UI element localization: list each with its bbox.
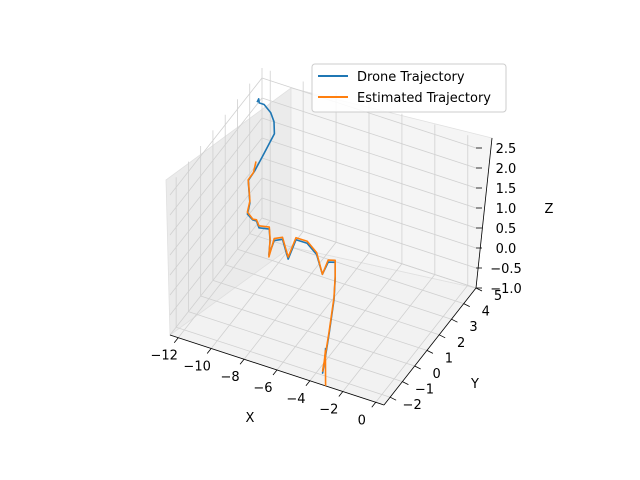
z-axis-label: Z [545, 202, 554, 217]
y-axis-label: Y [470, 377, 479, 392]
series-line-estimated-trajectory [246, 161, 337, 386]
y-tick-label: 3 [469, 320, 477, 335]
x-tick-mark [305, 380, 311, 387]
y-axis-line [383, 287, 477, 406]
y-tick-label: −1 [415, 383, 434, 398]
legend-box [311, 63, 507, 113]
y-grid-line [188, 311, 403, 382]
z-grid-line [261, 77, 477, 149]
z-tick-label: −0.5 [490, 262, 522, 277]
z-tick-label: −1.0 [490, 282, 522, 297]
z-grid-line [261, 137, 477, 209]
x-tick-label: 0 [358, 413, 366, 428]
z-grid-line [169, 177, 263, 296]
grid-lines [169, 68, 477, 403]
x-tick-label: −2 [319, 403, 338, 418]
legend-label-drone: Drone Trajectory [357, 70, 465, 85]
y-tick-mark [426, 350, 434, 354]
z-grid-line [169, 117, 263, 236]
y-tick-label: 1 [445, 351, 453, 366]
y-tick-mark [414, 365, 421, 370]
y-tick-mark [451, 318, 458, 323]
z-tick-label: 2.5 [496, 142, 517, 157]
z-tick-label: 0.5 [496, 222, 517, 237]
x-tick-label: −10 [183, 359, 210, 374]
y-tick-mark [475, 287, 483, 292]
series-lines [246, 98, 337, 386]
z-tick-label: 0.0 [496, 242, 517, 257]
x-tick-label: −8 [220, 370, 239, 385]
y-grid-line [200, 295, 415, 367]
legend: Drone Trajectory Estimated Trajectory [311, 63, 507, 113]
x-grid-line [276, 252, 370, 371]
x-grid-line [342, 274, 436, 392]
z-grid-line [261, 117, 477, 189]
x-tick-mark [206, 348, 212, 354]
x-grid-line [375, 285, 469, 403]
x-axis-ticks: −12 −10 −8 −6 −4 −2 0 [151, 337, 377, 428]
z-grid-line [261, 97, 477, 169]
x-tick-label: −6 [253, 381, 272, 396]
x-grid-line [210, 231, 304, 349]
z-grid-line [261, 157, 477, 229]
x-grid-line [243, 241, 337, 360]
z-axis-ticks: −1.0 −0.5 0.0 0.5 1.0 1.5 2.0 2.5 [476, 142, 522, 297]
y-tick-mark [463, 303, 470, 307]
y-tick-mark [389, 396, 397, 401]
y-tick-label: −2 [403, 398, 422, 413]
z-grid-line [169, 97, 263, 216]
y-tick-mark [402, 381, 409, 385]
z-tick-label: 1.5 [496, 182, 517, 197]
y-grid-line [212, 280, 428, 351]
z-grid-line [169, 197, 263, 316]
x-tick-mark [338, 391, 344, 397]
x-tick-label: −4 [286, 392, 305, 407]
x-grid-line [177, 220, 271, 338]
y-tick-label: 2 [457, 336, 465, 351]
x-tick-mark [173, 337, 179, 343]
y-tick-mark [439, 334, 446, 339]
x-tick-mark [239, 358, 245, 365]
legend-label-estimated: Estimated Trajectory [357, 91, 491, 106]
x-tick-label: −12 [151, 349, 178, 364]
y-tick-label: 0 [433, 367, 441, 382]
z-grid-line [169, 77, 263, 196]
z-grid-line [169, 217, 263, 336]
z-grid-line [169, 137, 263, 256]
z-grid-line [261, 177, 477, 249]
y-tick-label: 5 [494, 289, 502, 304]
z-grid-line [169, 157, 263, 276]
x-tick-mark [371, 402, 377, 408]
y-grid-line [237, 248, 452, 320]
z-grid-line [261, 217, 477, 289]
z-tick-label: 1.0 [496, 202, 517, 217]
z-axis-line [475, 137, 493, 289]
y-grid-line [225, 264, 440, 336]
y-tick-label: 4 [482, 305, 490, 320]
x-axis-label: X [246, 411, 255, 426]
z-grid-line [261, 197, 477, 269]
x-tick-mark [272, 369, 278, 376]
y-grid-line [176, 326, 391, 398]
z-tick-label: 2.0 [496, 162, 517, 177]
